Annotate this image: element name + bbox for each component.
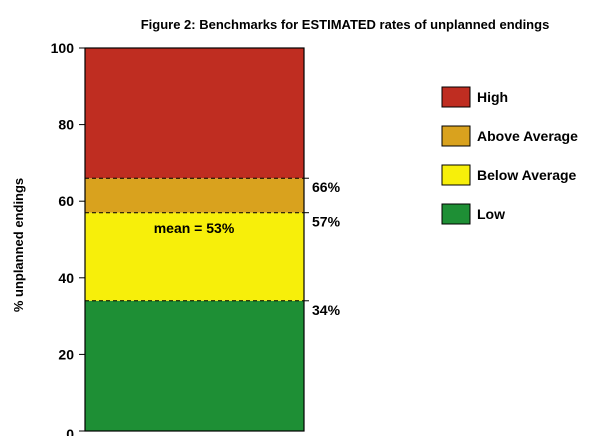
- threshold-group: 66% 57% 34%: [85, 177, 341, 318]
- y-tick-label-0: 0: [66, 426, 74, 436]
- legend-swatch-below-average: [441, 164, 471, 186]
- legend-swatch-high: [441, 86, 471, 108]
- y-tick-label-60: 60: [58, 193, 74, 209]
- threshold-label-66: 66%: [312, 179, 341, 195]
- band-group: [85, 48, 304, 431]
- y-tick-label-100: 100: [51, 40, 75, 56]
- y-axis-label: % unplanned endings: [11, 178, 26, 312]
- y-tick-label-80: 80: [58, 117, 74, 133]
- legend-label-high: High: [477, 89, 508, 105]
- legend: High Above Average Below Average Low: [441, 86, 578, 225]
- chart-title: Figure 2: Benchmarks for ESTIMATED rates…: [141, 17, 550, 32]
- band-high: [85, 48, 304, 179]
- bar-outline: [84, 47, 305, 432]
- y-tick-label-20: 20: [58, 346, 74, 362]
- legend-swatch-above-average: [441, 125, 471, 147]
- band-low: [85, 300, 304, 431]
- y-tick-group: 0 20 40 60 80 100: [51, 40, 85, 436]
- threshold-label-57: 57%: [312, 214, 341, 230]
- legend-swatch-low: [441, 203, 471, 225]
- legend-label-above-average: Above Average: [477, 128, 578, 144]
- threshold-label-34: 34%: [312, 302, 341, 318]
- band-above-average: [85, 178, 304, 213]
- y-tick-label-40: 40: [58, 270, 74, 286]
- legend-label-below-average: Below Average: [477, 167, 577, 183]
- band-below-average: [85, 212, 304, 301]
- legend-label-low: Low: [477, 206, 505, 222]
- mean-annotation: mean = 53%: [154, 220, 235, 236]
